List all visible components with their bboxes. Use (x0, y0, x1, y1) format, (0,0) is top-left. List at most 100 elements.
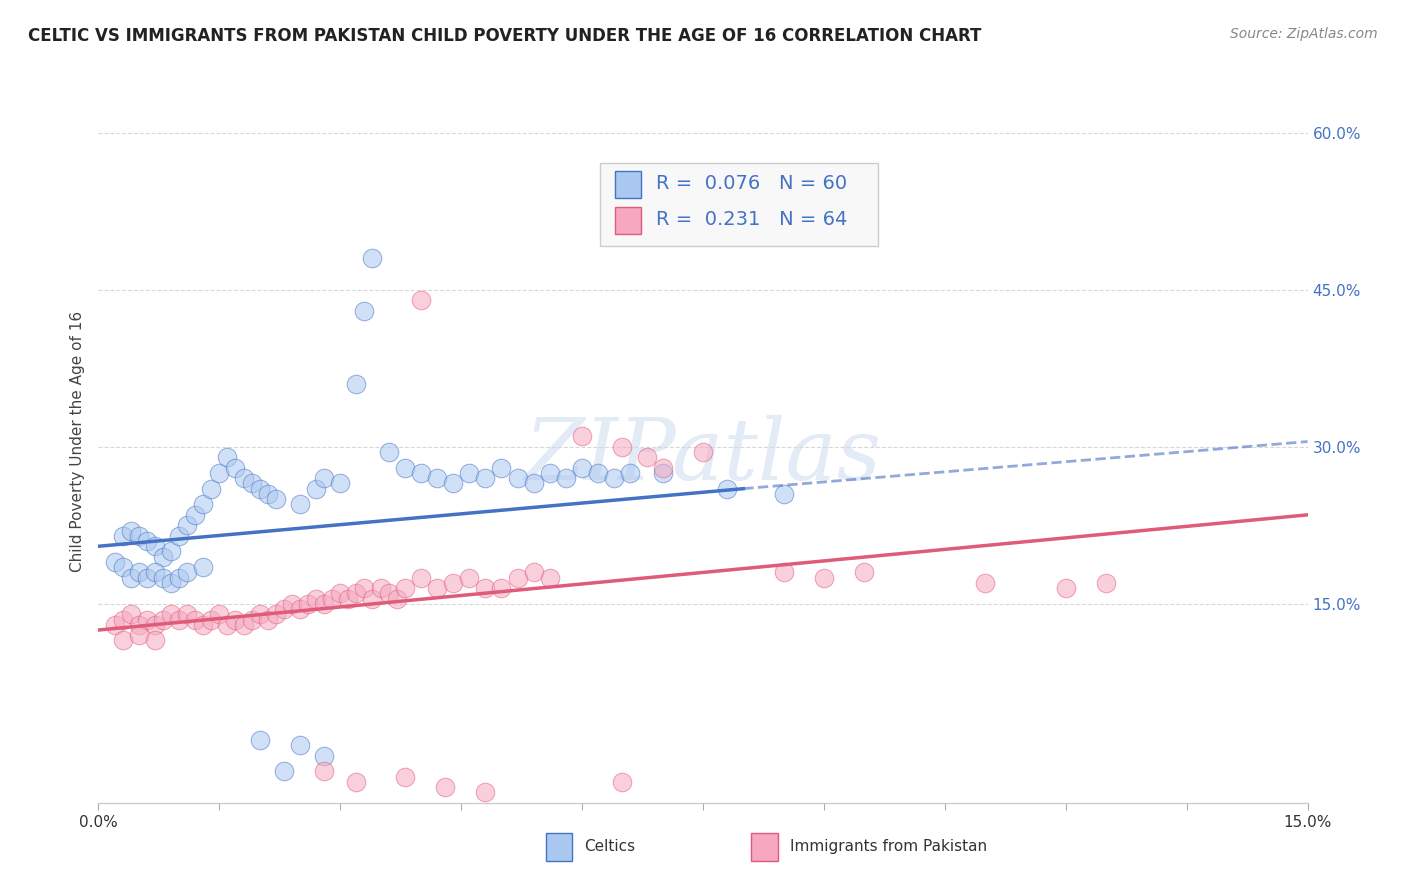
Point (1095, 575, 1118, 590)
Point (305, 591, 328, 606)
Point (111, 613, 134, 627)
Point (240, 476, 263, 491)
Point (288, 497, 311, 511)
Point (249, 482, 271, 496)
Point (143, 617, 166, 632)
Bar (614, 170, 641, 198)
Point (193, 497, 215, 511)
Point (135, 534, 157, 549)
Point (167, 613, 190, 627)
Point (160, 544, 183, 558)
Point (344, 586, 367, 600)
Point (176, 566, 198, 580)
Point (288, 738, 311, 752)
Point (103, 555, 125, 569)
Bar (546, 833, 572, 861)
Point (143, 566, 166, 580)
Point (772, 487, 794, 501)
Point (361, 591, 384, 606)
Point (385, 591, 408, 606)
Point (361, 252, 384, 266)
Point (538, 571, 561, 585)
Point (264, 607, 287, 622)
Point (441, 476, 464, 491)
Point (409, 571, 432, 585)
Point (772, 566, 794, 580)
Point (409, 293, 432, 308)
Bar (751, 833, 778, 861)
Y-axis label: Child Poverty Under the Age of 16: Child Poverty Under the Age of 16 (69, 311, 84, 572)
Point (813, 571, 835, 585)
Point (232, 471, 254, 485)
Point (692, 445, 714, 459)
Point (111, 560, 134, 574)
Point (273, 602, 295, 616)
Point (394, 770, 416, 784)
Point (217, 450, 239, 465)
Point (506, 571, 529, 585)
Point (264, 492, 287, 507)
Point (152, 613, 174, 627)
Point (612, 775, 634, 789)
Point (314, 471, 336, 485)
Point (208, 607, 231, 622)
Point (314, 764, 336, 779)
Point (523, 476, 546, 491)
Point (143, 633, 166, 648)
Point (394, 581, 416, 595)
Point (184, 613, 207, 627)
Point (232, 617, 254, 632)
Point (103, 617, 125, 632)
Point (344, 775, 367, 789)
Point (571, 429, 593, 443)
Text: Celtics: Celtics (585, 838, 636, 854)
Point (441, 575, 464, 590)
Point (651, 460, 673, 475)
Point (426, 581, 449, 595)
Point (474, 471, 496, 485)
Point (256, 487, 278, 501)
Bar (614, 207, 641, 235)
Point (200, 613, 222, 627)
Point (619, 466, 641, 480)
Point (426, 471, 449, 485)
Point (120, 571, 142, 585)
Point (353, 581, 375, 595)
Point (273, 764, 295, 779)
Point (506, 471, 529, 485)
Point (305, 482, 328, 496)
Point (523, 566, 546, 580)
Point (458, 571, 481, 585)
Point (571, 460, 593, 475)
Point (409, 466, 432, 480)
Point (377, 445, 399, 459)
Text: Immigrants from Pakistan: Immigrants from Pakistan (790, 838, 987, 854)
Point (586, 466, 609, 480)
Point (603, 471, 626, 485)
Point (193, 560, 215, 574)
Point (128, 617, 150, 632)
Point (224, 613, 246, 627)
Point (208, 466, 231, 480)
Point (491, 581, 513, 595)
Point (538, 466, 561, 480)
Point (160, 575, 183, 590)
Point (135, 613, 157, 627)
Point (176, 607, 198, 622)
Point (167, 529, 190, 543)
Text: R =  0.231   N = 64: R = 0.231 N = 64 (655, 211, 848, 229)
Point (111, 633, 134, 648)
Point (1054, 581, 1077, 595)
Point (152, 549, 174, 564)
Point (249, 607, 271, 622)
Point (353, 303, 375, 318)
Text: Source: ZipAtlas.com: Source: ZipAtlas.com (1230, 27, 1378, 41)
Point (458, 466, 481, 480)
Point (974, 575, 997, 590)
Point (200, 482, 222, 496)
Point (152, 571, 174, 585)
Point (321, 591, 343, 606)
Point (651, 466, 673, 480)
Point (256, 613, 278, 627)
Point (370, 581, 392, 595)
